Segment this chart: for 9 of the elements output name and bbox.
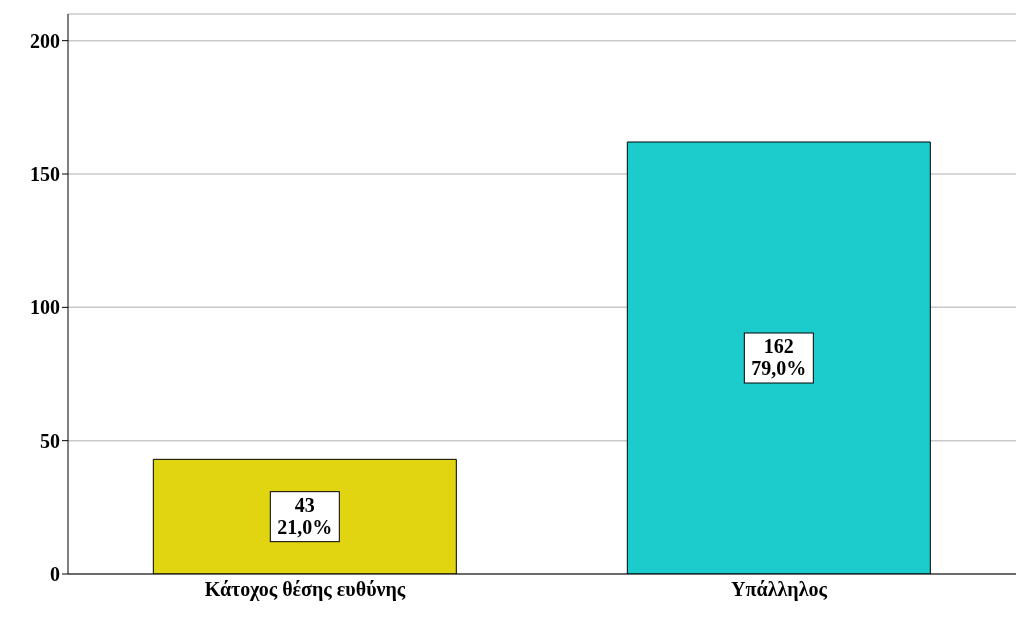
y-tick-label: 200 [30,29,60,52]
x-tick-label: Υπάλληλος [731,578,828,602]
y-tick-label: 0 [50,563,60,586]
data-label: 162 79,0% [751,335,807,379]
data-label: 43 21,0% [277,493,333,538]
y-tick-label: 150 [30,163,60,186]
y-tick-label: 50 [40,429,60,452]
x-tick-label: Κάτοχος θέσης ευθύνης [204,578,406,602]
y-tick-label: 100 [30,296,60,319]
